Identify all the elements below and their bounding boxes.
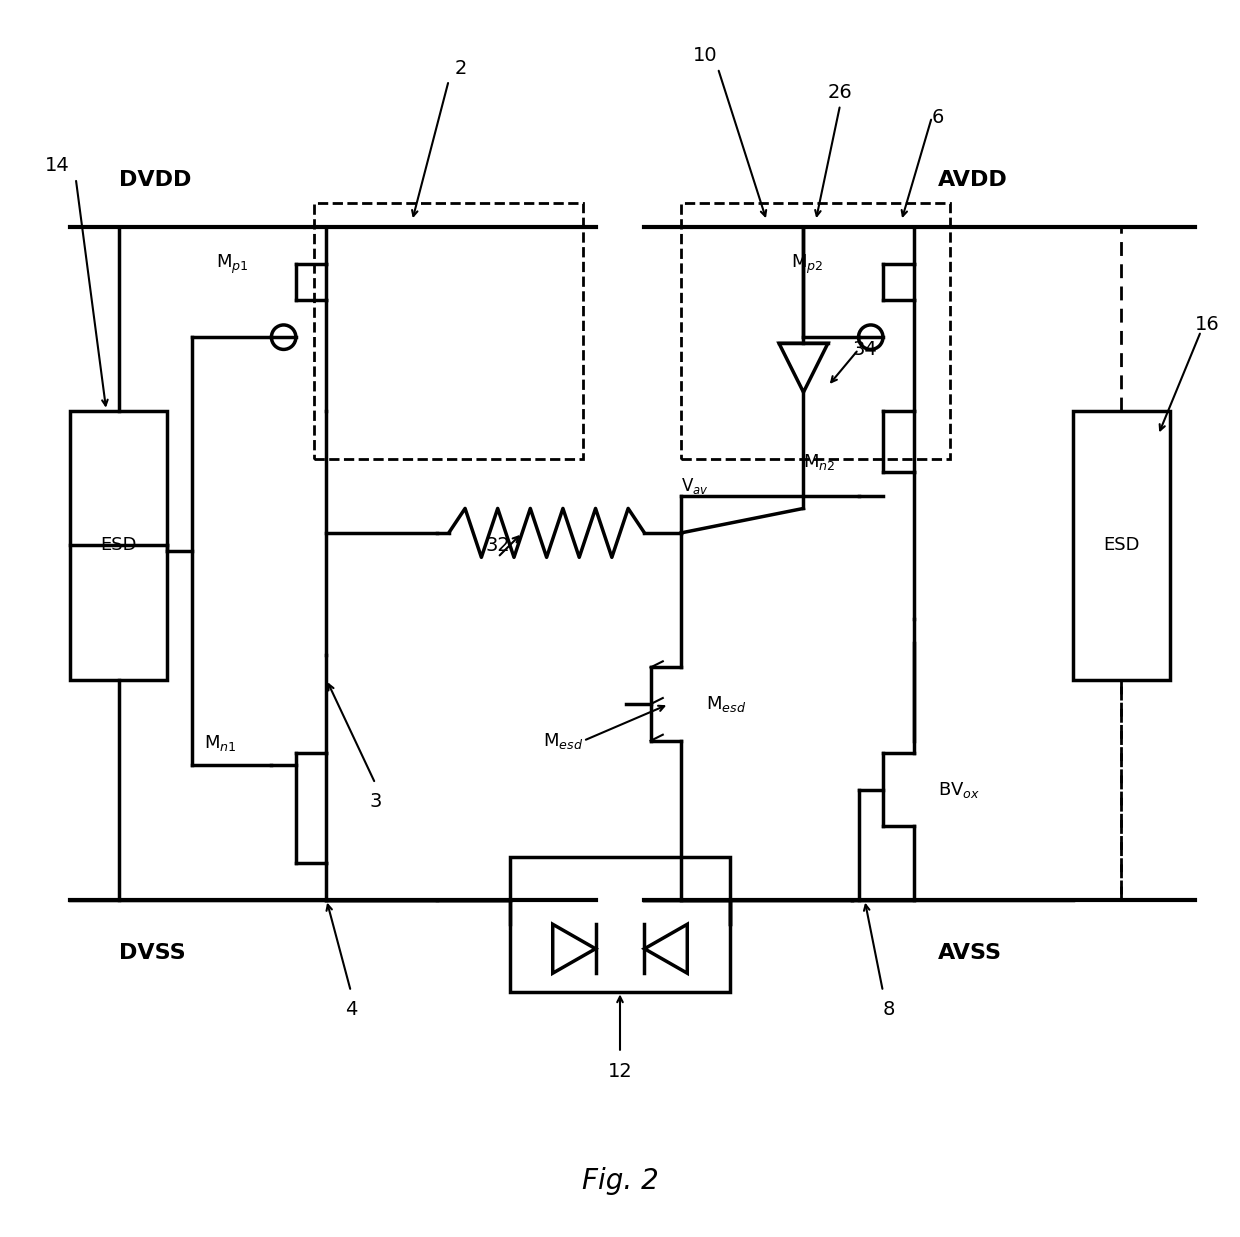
Text: 2: 2: [455, 58, 467, 78]
Text: M$_{n1}$: M$_{n1}$: [205, 734, 237, 753]
Text: 14: 14: [45, 156, 69, 176]
Text: ESD: ESD: [1104, 536, 1140, 554]
Text: 12: 12: [608, 1061, 632, 1081]
Text: DVDD: DVDD: [119, 171, 191, 190]
Text: 16: 16: [1194, 315, 1219, 334]
Text: 34: 34: [852, 340, 877, 359]
Text: AVDD: AVDD: [937, 171, 1008, 190]
Text: M$_{esd}$: M$_{esd}$: [543, 731, 583, 751]
Text: 32: 32: [485, 536, 510, 554]
Text: M$_{p2}$: M$_{p2}$: [791, 252, 823, 276]
Text: 26: 26: [828, 83, 853, 103]
Bar: [681, 203, 950, 459]
Text: 10: 10: [693, 46, 718, 66]
Text: M$_{esd}$: M$_{esd}$: [706, 694, 745, 714]
Bar: [1073, 411, 1171, 679]
Text: BV$_{ox}$: BV$_{ox}$: [937, 779, 980, 800]
Text: 6: 6: [931, 108, 944, 126]
Text: 8: 8: [883, 1001, 895, 1019]
Text: M$_{p1}$: M$_{p1}$: [216, 252, 249, 276]
Text: M$_{n2}$: M$_{n2}$: [804, 452, 836, 471]
Text: 3: 3: [370, 793, 382, 811]
Text: AVSS: AVSS: [937, 943, 1002, 962]
Bar: [314, 203, 583, 459]
Bar: [69, 411, 167, 679]
Bar: [510, 857, 730, 992]
Text: Fig. 2: Fig. 2: [582, 1168, 658, 1195]
Text: DVSS: DVSS: [119, 943, 185, 962]
Text: ESD: ESD: [100, 536, 136, 554]
Text: 4: 4: [345, 1001, 357, 1019]
Text: V$_{av}$: V$_{av}$: [681, 476, 709, 496]
